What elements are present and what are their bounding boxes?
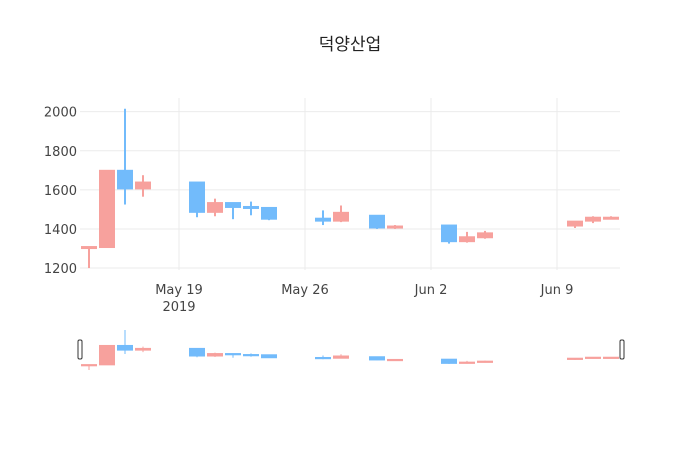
slider-candle-body: [459, 361, 475, 364]
slider-candle-body: [333, 355, 349, 359]
candle-body: [333, 211, 349, 222]
candle-body: [243, 205, 259, 209]
slider-candle: [333, 354, 349, 359]
slider-candle: [261, 354, 277, 359]
x-tick-label: May 19: [155, 283, 203, 298]
slider-candle: [441, 358, 457, 364]
candle[interactable]: [567, 220, 583, 228]
slider-candle-body: [225, 353, 241, 356]
x-tick-label: May 26: [281, 283, 329, 298]
slider-candle-body: [261, 354, 277, 359]
candle-body: [603, 216, 619, 220]
candle-body: [387, 225, 403, 229]
y-axis: 1200 1400 1600 1800 2000: [44, 106, 77, 277]
candle-body: [81, 246, 97, 250]
y-tick-label: 1200: [44, 262, 77, 277]
candle[interactable]: [387, 225, 403, 229]
candle[interactable]: [315, 210, 331, 226]
candle-body: [477, 232, 493, 239]
candle-body: [207, 202, 223, 213]
range-slider-right-handle[interactable]: [619, 339, 625, 360]
slider-candle: [603, 356, 619, 359]
candle-body: [189, 181, 205, 213]
slider-candle-body: [603, 356, 619, 359]
candle[interactable]: [117, 108, 133, 205]
chart-title: 덕양산업: [319, 35, 382, 55]
x-tick-label: Jun 2: [414, 283, 448, 298]
slider-candle-body: [81, 364, 97, 367]
slider-candle-body: [117, 344, 133, 351]
candle[interactable]: [135, 175, 151, 197]
candle-body: [567, 220, 583, 227]
y-tick-label: 2000: [44, 106, 77, 121]
candles[interactable]: [81, 108, 619, 269]
slider-candle-body: [315, 356, 331, 360]
candle-body: [315, 217, 331, 222]
candle[interactable]: [459, 231, 475, 243]
candle-body: [225, 202, 241, 208]
candle[interactable]: [261, 206, 277, 221]
gridlines: [80, 98, 620, 270]
slider-candle-body: [441, 358, 457, 364]
candle[interactable]: [333, 205, 349, 223]
slider-candle: [585, 356, 601, 359]
slider-candle-body: [243, 354, 259, 357]
slider-candle-body: [207, 353, 223, 357]
slider-candle-body: [585, 356, 601, 359]
range-slider-track[interactable]: [80, 338, 622, 368]
slider-candle: [315, 355, 331, 360]
slider-candle: [567, 357, 583, 360]
x-tick-label: Jun 9: [540, 283, 574, 298]
slider-candle: [369, 356, 385, 361]
candle-body: [585, 216, 601, 222]
slider-candle: [459, 360, 475, 364]
slider-candle-body: [567, 357, 583, 360]
y-tick-label: 1600: [44, 184, 77, 199]
slider-candle-body: [99, 344, 115, 366]
slider-candle-body: [477, 360, 493, 363]
candle[interactable]: [81, 246, 97, 269]
candle-body: [459, 236, 475, 243]
candle[interactable]: [369, 214, 385, 229]
candle-body: [117, 169, 133, 190]
x-tick-year-label: 2019: [162, 300, 195, 315]
candle-body: [369, 214, 385, 229]
candle[interactable]: [441, 224, 457, 244]
slider-candle: [477, 360, 493, 363]
slider-candle-body: [387, 358, 403, 362]
candle[interactable]: [225, 202, 241, 220]
slider-candle: [99, 344, 115, 366]
candle-body: [261, 206, 277, 220]
range-slider-left-handle[interactable]: [77, 339, 83, 360]
slider-candle: [387, 358, 403, 362]
slider-candle-body: [189, 347, 205, 357]
candle[interactable]: [585, 216, 601, 224]
slider-candle: [81, 364, 97, 370]
slider-candle: [189, 347, 205, 358]
y-tick-label: 1800: [44, 145, 77, 160]
candle[interactable]: [603, 216, 619, 220]
candle[interactable]: [189, 181, 205, 218]
candle-body: [441, 224, 457, 243]
slider-candle-body: [369, 356, 385, 361]
slider-candle-body: [135, 347, 151, 351]
candle[interactable]: [243, 201, 259, 216]
slider-candle: [117, 330, 133, 355]
candle-body: [99, 169, 115, 249]
slider-candle: [225, 353, 241, 358]
slider-candle: [207, 352, 223, 357]
range-slider[interactable]: [77, 330, 625, 370]
y-tick-label: 1400: [44, 223, 77, 238]
candle-body: [135, 181, 151, 190]
slider-candle: [135, 346, 151, 353]
candle[interactable]: [99, 169, 115, 249]
candle[interactable]: [207, 198, 223, 217]
candle[interactable]: [477, 230, 493, 239]
x-axis: May 19 2019 May 26 Jun 2 Jun 9: [155, 283, 573, 315]
slider-candle: [243, 353, 259, 357]
